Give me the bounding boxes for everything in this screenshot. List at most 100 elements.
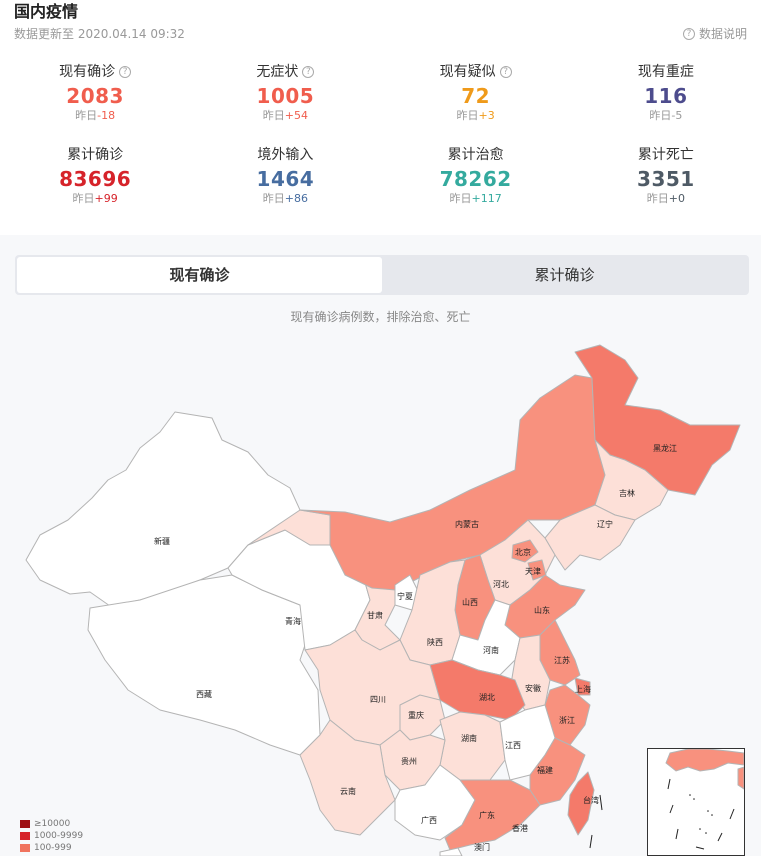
legend-swatch <box>20 832 30 840</box>
map-panel: 现有确诊 累计确诊 现有确诊病例数，排除治愈、死亡 <box>0 235 761 856</box>
province-hubei[interactable] <box>429 659 526 721</box>
label-macau: 澳门 <box>474 842 490 852</box>
stat-delta: 昨日-5 <box>649 109 683 122</box>
label-shanghai: 上海 <box>575 684 591 694</box>
label-chongqing: 重庆 <box>408 710 424 720</box>
data-explain-link[interactable]: ? 数据说明 <box>682 25 747 42</box>
province-hunan[interactable] <box>439 711 506 781</box>
province-labels: 新疆 西藏 青海 甘肃 内蒙古 黑龙江 吉林 辽宁 北京 天津 河北 山西 山东… <box>154 443 677 852</box>
stat-imported: 境外输入 1464 昨日+86 <box>190 145 380 228</box>
label-shaanxi: 陕西 <box>427 637 443 647</box>
stat-label: 累计确诊 <box>67 147 124 163</box>
tab-total-confirmed[interactable]: 累计确诊 <box>534 266 595 284</box>
stat-total-cured: 累计治愈 78262 昨日+117 <box>381 145 571 228</box>
label-taiwan: 台湾 <box>583 795 599 805</box>
stat-label: 累计治愈 <box>447 147 504 163</box>
map-tabs: 现有确诊 累计确诊 <box>15 255 749 295</box>
label-neimenggu: 内蒙古 <box>455 519 479 529</box>
legend-swatch <box>20 844 30 852</box>
help-icon[interactable]: ? <box>302 66 315 78</box>
stat-delta: 昨日+54 <box>262 109 308 122</box>
stat-value: 2083 <box>66 84 124 108</box>
label-anhui: 安徽 <box>525 683 541 693</box>
stat-value: 83696 <box>59 167 132 191</box>
stat-delta: 昨日+0 <box>646 192 685 205</box>
stat-current-severe: 现有重症 116 昨日-5 <box>571 62 761 145</box>
stat-label: 现有确诊 <box>59 64 116 80</box>
label-shandong: 山东 <box>534 605 550 615</box>
china-map: 新疆 西藏 青海 甘肃 内蒙古 黑龙江 吉林 辽宁 北京 天津 河北 山西 山东… <box>25 344 741 856</box>
province-taiwan[interactable] <box>567 771 595 836</box>
map-note: 现有确诊病例数，排除治愈、死亡 <box>290 310 471 324</box>
label-jilin: 吉林 <box>619 488 635 498</box>
label-xizang: 西藏 <box>196 689 212 699</box>
page-title: 国内疫情 <box>14 2 79 21</box>
stat-current-confirmed: 现有确诊? 2083 昨日-18 <box>0 62 190 145</box>
label-gansu: 甘肃 <box>367 610 383 620</box>
update-time: 数据更新至 2020.04.14 09:32 <box>14 27 185 41</box>
legend-item: 100-999 <box>20 842 83 854</box>
province-jilin[interactable] <box>594 439 669 521</box>
stat-label: 现有疑似 <box>439 64 496 80</box>
label-jiangxi: 江西 <box>505 741 521 750</box>
help-icon: ? <box>682 27 695 40</box>
stats-row-total: 累计确诊 83696 昨日+99 境外输入 1464 昨日+86 累计治愈 78… <box>0 145 761 228</box>
island-marks <box>589 794 603 849</box>
header: 国内疫情 数据更新至 2020.04.14 09:32 ? 数据说明 <box>14 0 747 48</box>
label-beijing: 北京 <box>515 547 531 557</box>
province-guangdong[interactable] <box>444 779 541 851</box>
label-ningxia: 宁夏 <box>397 591 413 601</box>
province-guizhou[interactable] <box>379 729 446 791</box>
stat-value: 3351 <box>637 167 695 191</box>
stat-delta: 昨日+3 <box>456 109 495 122</box>
label-liaoning: 辽宁 <box>597 519 613 529</box>
label-tianjin: 天津 <box>525 566 541 576</box>
legend-swatch <box>20 820 30 828</box>
stat-total-deaths: 累计死亡 3351 昨日+0 <box>571 145 761 228</box>
province-shanghai[interactable] <box>574 677 591 696</box>
inset-map <box>665 748 745 850</box>
stat-value: 116 <box>644 84 688 108</box>
province-beijing[interactable] <box>511 539 539 563</box>
label-yunnan: 云南 <box>340 786 356 796</box>
stat-label: 累计死亡 <box>637 147 694 163</box>
stat-delta: 昨日-18 <box>75 109 116 122</box>
label-shanxi: 山西 <box>462 597 478 607</box>
data-explain-label: 数据说明 <box>698 27 747 41</box>
stat-value: 1005 <box>256 84 315 108</box>
province-tianjin[interactable] <box>527 559 547 581</box>
stats-panel: 现有确诊? 2083 昨日-18 无症状? 1005 昨日+54 现有疑似? 7… <box>0 62 761 228</box>
label-hongkong: 香港 <box>512 823 528 833</box>
stat-value: 1464 <box>256 167 315 191</box>
label-guangxi: 广西 <box>421 815 437 825</box>
label-hubei: 湖北 <box>479 693 495 702</box>
label-hunan: 湖南 <box>461 733 477 743</box>
label-zhejiang: 浙江 <box>559 715 575 725</box>
stat-asymptomatic: 无症状? 1005 昨日+54 <box>190 62 380 145</box>
stat-total-confirmed: 累计确诊 83696 昨日+99 <box>0 145 190 228</box>
label-fujian: 福建 <box>537 765 553 775</box>
label-guangdong: 广东 <box>479 810 495 820</box>
legend-item: ≥10000 <box>20 818 83 830</box>
legend-item: 1000-9999 <box>20 830 83 842</box>
stats-row-current: 现有确诊? 2083 昨日-18 无症状? 1005 昨日+54 现有疑似? 7… <box>0 62 761 145</box>
stat-label: 现有重症 <box>637 64 694 80</box>
south-china-sea-inset <box>647 748 745 856</box>
label-guizhou: 贵州 <box>401 756 417 766</box>
label-henan: 河南 <box>483 645 499 655</box>
label-heilongjiang: 黑龙江 <box>653 443 677 453</box>
label-jiangsu: 江苏 <box>554 655 570 665</box>
province-yunnan[interactable] <box>299 719 396 836</box>
stat-value: 72 <box>461 84 491 108</box>
stat-label: 无症状 <box>256 64 299 80</box>
map-legend: ≥10000 1000-9999 100-999 <box>20 818 83 854</box>
stat-delta: 昨日+99 <box>72 192 118 205</box>
help-icon[interactable]: ? <box>119 66 132 78</box>
label-hebei: 河北 <box>493 579 509 589</box>
province-hainan[interactable] <box>439 847 463 856</box>
label-xinjiang: 新疆 <box>154 536 170 546</box>
help-icon[interactable]: ? <box>499 66 512 78</box>
label-qinghai: 青海 <box>285 616 301 626</box>
tab-current-confirmed[interactable]: 现有确诊 <box>17 257 382 293</box>
stat-value: 78262 <box>439 167 512 191</box>
